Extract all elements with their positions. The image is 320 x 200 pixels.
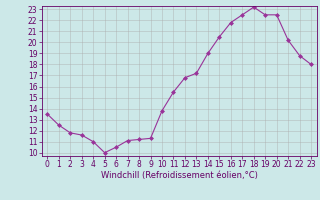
X-axis label: Windchill (Refroidissement éolien,°C): Windchill (Refroidissement éolien,°C) <box>101 171 258 180</box>
